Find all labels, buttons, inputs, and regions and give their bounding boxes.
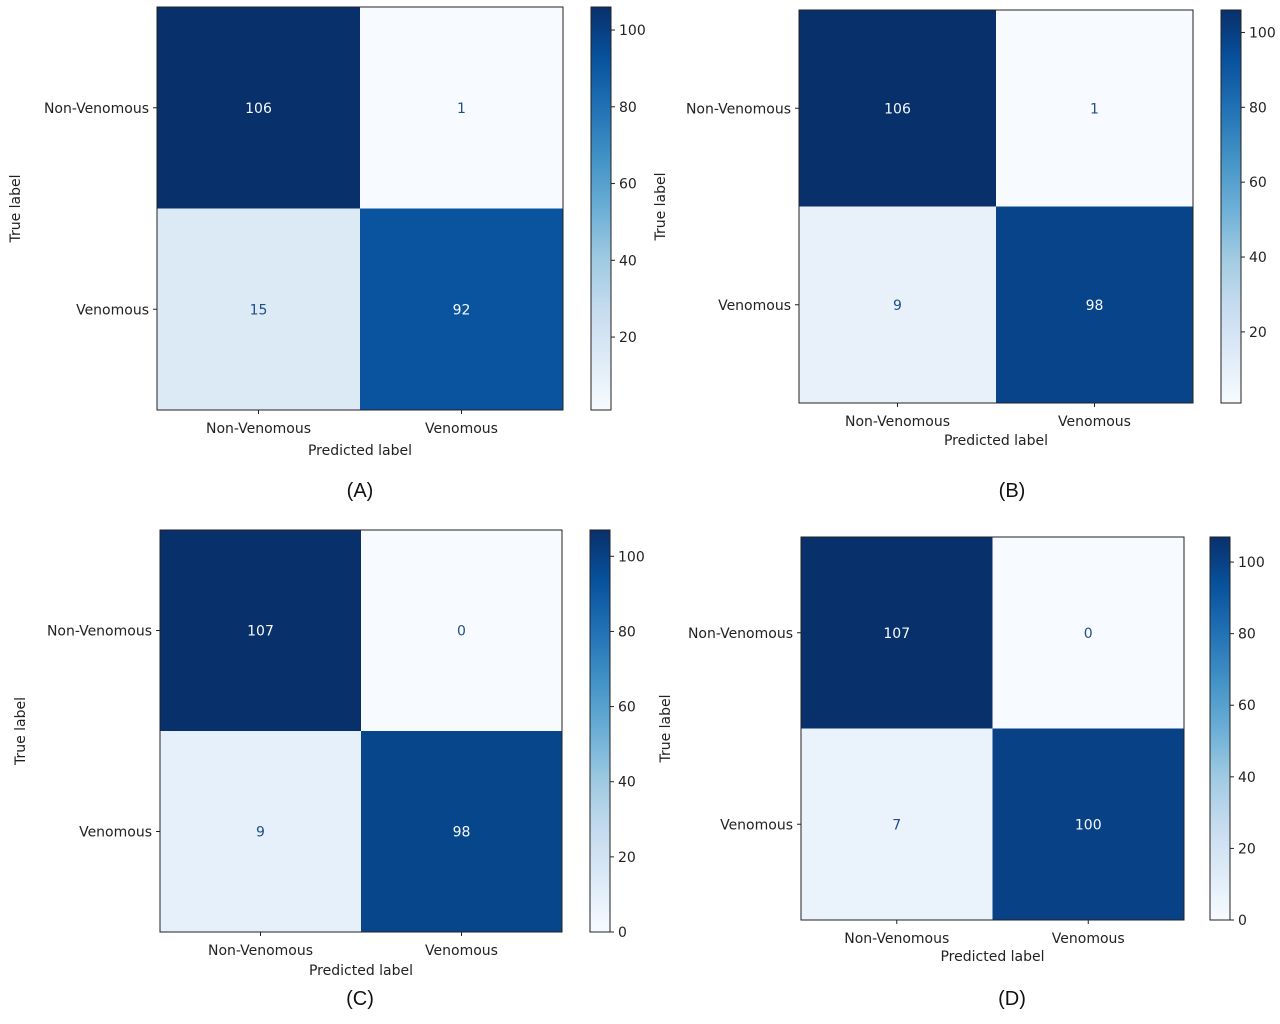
x-tick-label: Venomous: [425, 943, 498, 959]
matrix-cell: [360, 7, 563, 209]
cell-value: 100: [1075, 817, 1102, 833]
y-tick-label: Venomous: [76, 302, 149, 318]
cell-value: 98: [453, 825, 471, 841]
cell-value: 92: [453, 302, 471, 318]
cell-value: 107: [883, 626, 910, 642]
matrix-cell: [996, 10, 1193, 207]
colorbar-tick-label: 20: [1249, 325, 1267, 341]
colorbar-tick-label: 40: [1249, 250, 1267, 266]
colorbar-tick-label: 80: [1238, 627, 1256, 643]
matrix-cell: [361, 530, 562, 731]
matrix-cell: [799, 10, 996, 207]
matrix-cell: [160, 731, 361, 932]
x-tick-label: Venomous: [425, 421, 498, 437]
colorbar-tick-label: 0: [618, 925, 627, 941]
colorbar-tick-label: 60: [1238, 698, 1256, 714]
colorbar-tick-label: 40: [619, 253, 637, 269]
x-axis-label: Predicted label: [944, 433, 1048, 449]
cell-value: 9: [893, 298, 902, 314]
matrix-cell: [801, 728, 993, 920]
y-tick-label: Non-Venomous: [686, 101, 791, 117]
x-tick-label: Venomous: [1052, 931, 1125, 947]
confusion-matrix-d: 107 0 7 100 Non-Venomous Venomous Non-Venomous…: [658, 536, 1265, 965]
colorbar-tick-label: 0: [1238, 913, 1247, 929]
y-tick-label: Non-Venomous: [44, 101, 149, 117]
colorbar-tick-label: 60: [619, 177, 637, 193]
x-tick-label: Venomous: [1058, 414, 1131, 430]
x-axis-label: Predicted label: [940, 949, 1044, 965]
x-tick-label: Non-Venomous: [208, 943, 313, 959]
y-axis-label: True label: [653, 172, 669, 241]
matrix-cell: [799, 206, 996, 403]
x-tick-label: Non-Venomous: [844, 931, 949, 947]
y-tick-label: Non-Venomous: [47, 624, 152, 640]
matrix-cell: [996, 206, 1193, 403]
matrix-cell: [157, 7, 360, 209]
plot-frame: [159, 529, 563, 933]
colorbar: [1209, 536, 1231, 921]
colorbar-tick-label: 20: [618, 850, 636, 866]
colorbar-tick-label: 100: [1249, 25, 1276, 41]
colorbar-tick-label: 60: [1249, 175, 1267, 191]
matrix-cell: [360, 208, 563, 410]
caption-c: (C): [346, 988, 374, 1010]
colorbar-tick-label: 100: [1238, 555, 1265, 571]
cell-value: 15: [250, 302, 268, 318]
x-axis-label: Predicted label: [308, 443, 412, 459]
colorbar-tick-label: 80: [618, 624, 636, 640]
y-axis-label: True label: [13, 697, 29, 766]
confusion-matrix-a: 106 1 15 92 Non-Venomous Venomous Non-Venomous…: [8, 6, 646, 459]
colorbar-tick-label: 40: [1238, 770, 1256, 786]
colorbar: [590, 6, 612, 411]
colorbar-tick-label: 100: [618, 549, 645, 565]
caption-d: (D): [998, 988, 1026, 1010]
confusion-matrix-b: 106 1 9 98 Non-Venomous Venomous Non-Venomous V…: [653, 9, 1276, 449]
plot-frame: [156, 6, 564, 411]
colorbar: [589, 529, 611, 933]
y-axis-label: True label: [8, 174, 24, 243]
y-tick-label: Venomous: [718, 298, 791, 314]
matrix-cell: [157, 208, 360, 410]
plot-frame: [798, 9, 1194, 404]
cell-value: 106: [245, 101, 272, 117]
caption-b: (B): [998, 480, 1026, 502]
matrix-cell: [992, 728, 1184, 920]
cell-value: 106: [884, 101, 911, 117]
matrix-cell: [801, 537, 993, 729]
caption-a: (A): [346, 480, 374, 502]
cell-value: 7: [892, 817, 901, 833]
cell-value: 9: [256, 825, 265, 841]
colorbar-tick-label: 20: [1238, 841, 1256, 857]
colorbar: [1220, 9, 1242, 404]
plot-frame: [800, 536, 1185, 921]
colorbar-tick-label: 40: [618, 775, 636, 791]
cell-value: 1: [457, 101, 466, 117]
matrix-cell: [160, 530, 361, 731]
colorbar-tick-label: 80: [619, 100, 637, 116]
cell-value: 0: [457, 624, 466, 640]
x-axis-label: Predicted label: [309, 963, 413, 979]
x-tick-label: Non-Venomous: [206, 421, 311, 437]
cell-value: 1: [1090, 101, 1099, 117]
matrix-cell: [992, 537, 1184, 729]
y-tick-label: Venomous: [79, 825, 152, 841]
cell-value: 98: [1086, 298, 1104, 314]
matrix-cell: [361, 731, 562, 932]
colorbar-tick-label: 100: [619, 23, 646, 39]
colorbar-tick-label: 20: [619, 330, 637, 346]
cell-value: 0: [1084, 626, 1093, 642]
y-tick-label: Non-Venomous: [688, 626, 793, 642]
y-axis-label: True label: [658, 694, 674, 763]
x-tick-label: Non-Venomous: [845, 414, 950, 430]
cell-value: 107: [247, 624, 274, 640]
colorbar-tick-label: 60: [618, 700, 636, 716]
colorbar-tick-label: 80: [1249, 100, 1267, 116]
y-tick-label: Venomous: [720, 817, 793, 833]
confusion-matrix-c: 107 0 9 98 Non-Venomous Venomous Non-Venomous V…: [13, 529, 645, 979]
